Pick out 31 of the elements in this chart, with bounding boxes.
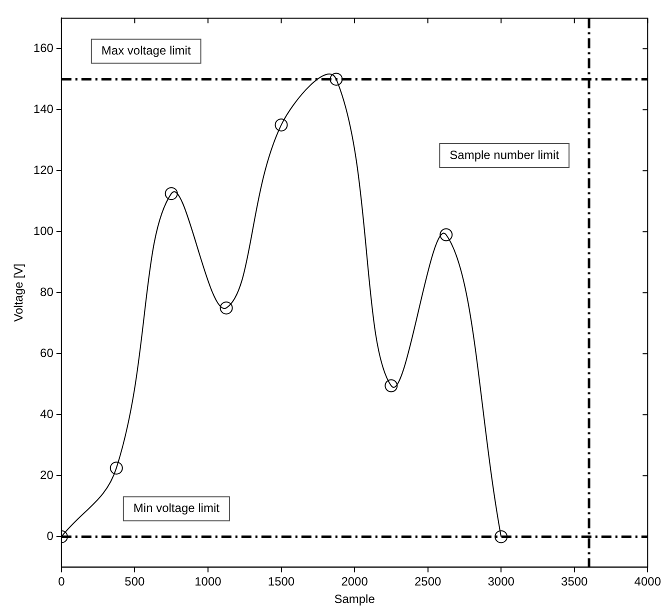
y-tick-label: 160	[33, 41, 54, 56]
ref-line-label: Max voltage limit	[101, 44, 192, 58]
y-tick-label: 120	[33, 163, 54, 178]
point	[110, 462, 123, 475]
y-tick-label: 100	[33, 224, 54, 238]
x-tick-label: 3500	[561, 574, 588, 589]
x-tick-label: 2500	[414, 574, 442, 589]
x-tick-label: 4000	[634, 574, 662, 589]
x-axis-title: Sample	[334, 592, 376, 606]
ref-line-label: Sample number limit	[450, 148, 560, 162]
point	[494, 530, 508, 544]
point	[220, 301, 233, 314]
x-tick-label: 0	[58, 574, 66, 589]
x-tick-label: 3000	[488, 574, 515, 589]
y-tick-label: 60	[40, 346, 54, 360]
point	[274, 118, 288, 132]
y-tick-label: 140	[33, 102, 54, 116]
ref-line-label: Min voltage limit	[133, 501, 220, 516]
point	[164, 187, 178, 200]
y-tick-label: 0	[46, 529, 54, 544]
x-tick-label: 2000	[341, 574, 368, 589]
x-tick-label: 1000	[194, 574, 222, 589]
y-tick-label: 20	[40, 468, 54, 482]
x-tick-label: 500	[124, 574, 146, 589]
point	[330, 72, 343, 86]
point	[384, 379, 398, 392]
point	[440, 228, 453, 242]
y-axis-title: Voltage [V]	[12, 264, 26, 322]
y-tick-label: 80	[40, 285, 54, 300]
x-tick-label: 1500	[268, 574, 295, 589]
y-tick-label: 40	[40, 407, 54, 422]
